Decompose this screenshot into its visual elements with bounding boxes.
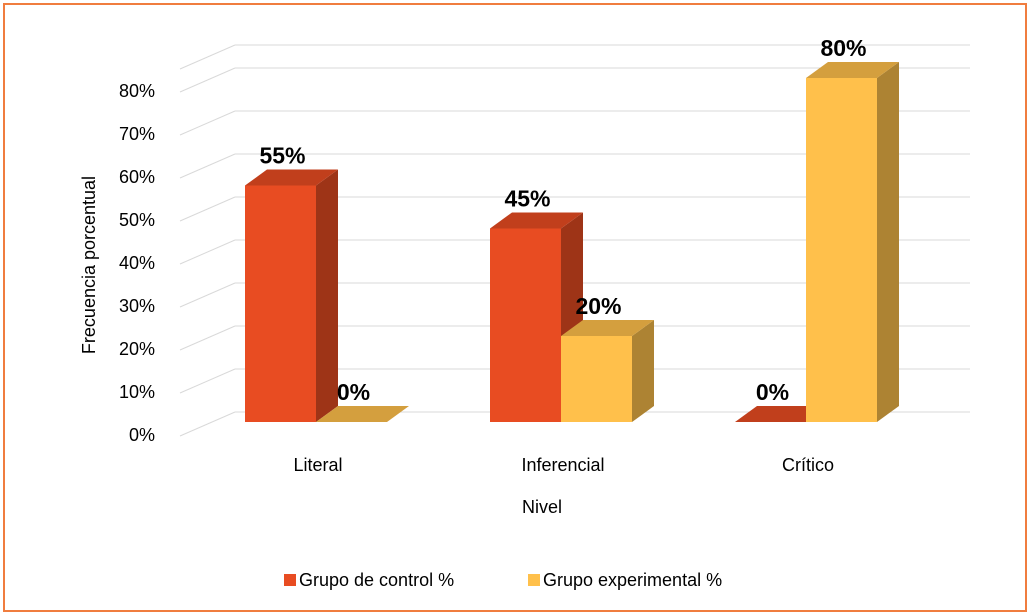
bar-top	[806, 62, 899, 78]
bar-side	[632, 320, 654, 422]
bar-top	[245, 169, 338, 186]
grid-line	[179, 196, 236, 222]
bar-side	[316, 169, 338, 422]
y-tick-label: 70%	[119, 124, 155, 144]
y-tick-label: 20%	[119, 339, 155, 359]
y-tick-label: 40%	[119, 253, 155, 273]
value-label: 0%	[337, 379, 370, 405]
grid-line	[179, 411, 236, 437]
x-tick-label: Crítico	[782, 455, 834, 475]
legend-label: Grupo experimental %	[543, 570, 722, 590]
legend-label: Grupo de control %	[299, 570, 454, 590]
bar-top	[490, 212, 583, 229]
bar	[561, 336, 632, 422]
bar-top	[735, 406, 828, 422]
y-tick-label: 80%	[119, 81, 155, 101]
grid-line	[179, 239, 236, 265]
bar	[806, 78, 877, 422]
value-label: 0%	[756, 379, 789, 405]
y-tick-label: 0%	[129, 425, 155, 445]
legend-swatch	[528, 574, 540, 586]
y-tick-label: 30%	[119, 296, 155, 316]
y-axis-title: Frecuencia porcentual	[79, 176, 99, 354]
grid-line	[179, 44, 236, 70]
bar	[245, 185, 316, 422]
x-tick-label: Literal	[293, 455, 342, 475]
y-tick-label: 50%	[119, 210, 155, 230]
y-tick-label: 60%	[119, 167, 155, 187]
value-label: 45%	[504, 186, 550, 212]
legend-swatch	[284, 574, 296, 586]
bar-top	[316, 406, 409, 422]
x-tick-label: Inferencial	[521, 455, 604, 475]
bar-top	[561, 320, 654, 336]
grid-line	[179, 368, 236, 394]
value-label: 55%	[259, 143, 305, 169]
bar-side	[877, 62, 899, 422]
value-label: 20%	[575, 293, 621, 319]
grid-line	[179, 153, 236, 179]
value-label: 80%	[820, 35, 866, 61]
y-tick-label: 10%	[119, 382, 155, 402]
grid-line	[179, 282, 236, 308]
grid-line	[179, 67, 236, 93]
x-axis-title: Nivel	[522, 497, 562, 517]
bar	[490, 228, 561, 422]
grid-line	[179, 110, 236, 136]
grid-line	[179, 325, 236, 351]
